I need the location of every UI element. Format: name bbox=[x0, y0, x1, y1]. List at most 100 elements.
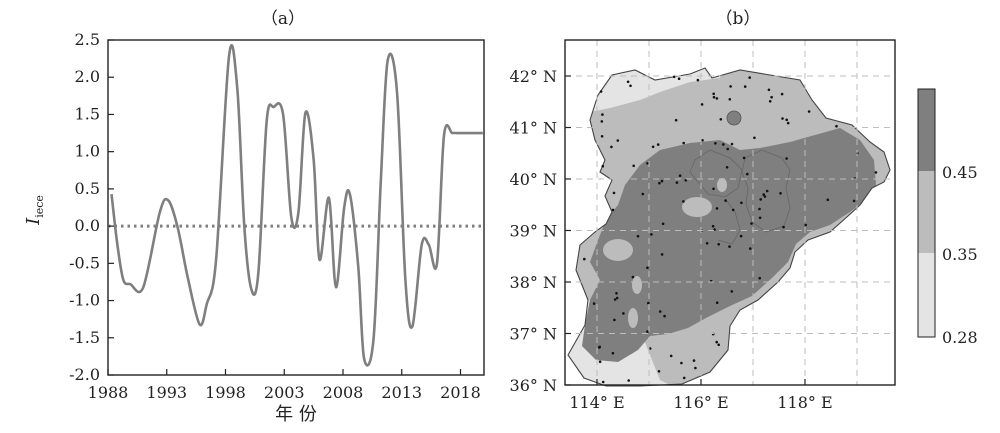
station-point bbox=[694, 366, 697, 370]
colorbar-segment-mid bbox=[918, 171, 935, 253]
station-point bbox=[669, 354, 673, 358]
x-tick-label: 2008 bbox=[323, 383, 364, 402]
station-point bbox=[758, 216, 762, 220]
station-point bbox=[715, 340, 718, 344]
x-tick-label: 1988 bbox=[88, 383, 129, 402]
station-point bbox=[583, 257, 586, 261]
panel-a-label: （a） bbox=[261, 9, 305, 29]
station-point bbox=[674, 118, 678, 122]
y-tick-label: 1.0 bbox=[75, 142, 100, 161]
y-tick-label: -2.0 bbox=[69, 365, 100, 384]
station-point bbox=[740, 201, 743, 205]
station-point bbox=[719, 118, 723, 121]
station-point bbox=[626, 80, 630, 84]
station-point bbox=[598, 360, 602, 364]
y-axis-title: Iiece bbox=[23, 195, 46, 226]
colorbar-tick-label: 0.45 bbox=[942, 163, 978, 182]
station-point bbox=[785, 157, 788, 160]
y-tick-label: 2.5 bbox=[75, 30, 100, 49]
y-tick-label: 0.5 bbox=[75, 179, 100, 198]
station-point bbox=[726, 147, 729, 151]
station-point bbox=[672, 75, 676, 79]
station-point bbox=[629, 84, 632, 88]
station-point bbox=[804, 223, 807, 227]
station-point bbox=[770, 95, 773, 99]
station-point bbox=[728, 98, 732, 101]
station-point bbox=[600, 120, 604, 123]
contour-patch bbox=[628, 308, 638, 328]
y-axis-title-sub: iece bbox=[33, 195, 46, 218]
station-point bbox=[592, 302, 596, 305]
station-point bbox=[765, 189, 769, 193]
station-point bbox=[631, 275, 635, 279]
station-point bbox=[714, 142, 717, 145]
contour-level-high bbox=[582, 128, 876, 362]
contour-patch bbox=[726, 110, 742, 126]
station-point bbox=[712, 187, 715, 191]
station-point bbox=[658, 181, 661, 185]
station-point bbox=[696, 78, 700, 82]
longitude-tick-label: 118° E bbox=[777, 393, 832, 412]
x-tick-label: 2013 bbox=[381, 383, 422, 402]
station-point bbox=[677, 77, 681, 80]
station-point bbox=[717, 343, 720, 347]
station-point bbox=[684, 179, 688, 182]
station-point bbox=[768, 100, 772, 103]
station-points bbox=[583, 75, 878, 384]
station-point bbox=[742, 156, 746, 160]
station-point bbox=[711, 224, 715, 228]
x-axis-title: 年 份 bbox=[275, 404, 317, 425]
station-point bbox=[660, 179, 664, 183]
y-tick-label: 1.5 bbox=[75, 104, 100, 123]
station-point bbox=[852, 199, 856, 203]
station-point bbox=[661, 222, 665, 226]
station-point bbox=[731, 208, 735, 212]
contour-patch bbox=[632, 276, 642, 294]
station-point bbox=[701, 139, 704, 142]
station-point bbox=[743, 85, 747, 88]
station-point bbox=[746, 172, 749, 176]
station-point bbox=[657, 370, 661, 373]
colorbar-segment-high bbox=[918, 89, 935, 171]
panel-a-frame bbox=[107, 39, 485, 376]
station-point bbox=[641, 192, 645, 196]
station-point bbox=[650, 233, 653, 236]
contour-patch bbox=[682, 197, 712, 217]
station-point bbox=[599, 90, 603, 93]
colorbar-segment-low bbox=[918, 253, 935, 337]
station-point bbox=[611, 351, 615, 355]
latitude-tick-label: 42° N bbox=[510, 67, 557, 86]
latitude-tick-label: 41° N bbox=[510, 119, 557, 138]
station-point bbox=[612, 191, 616, 195]
y-tick-label: -0.5 bbox=[69, 253, 100, 272]
station-point bbox=[660, 253, 664, 256]
latitude-tick-label: 36° N bbox=[510, 376, 557, 395]
station-point bbox=[729, 85, 732, 88]
colorbar: 0.45 0.35 0.28 bbox=[917, 88, 978, 347]
station-point bbox=[712, 95, 716, 99]
station-point bbox=[601, 113, 604, 116]
station-point bbox=[835, 124, 838, 128]
station-point bbox=[601, 380, 605, 384]
station-point bbox=[692, 359, 696, 362]
x-tick-label: 1993 bbox=[146, 383, 187, 402]
station-point bbox=[807, 110, 811, 113]
station-point bbox=[613, 318, 616, 322]
station-point bbox=[712, 92, 715, 96]
station-point bbox=[762, 193, 765, 196]
y-tick-label: -1.5 bbox=[69, 328, 100, 347]
station-point bbox=[728, 245, 731, 248]
station-point bbox=[705, 242, 709, 245]
station-point bbox=[646, 162, 649, 165]
panel-b: （b） bbox=[510, 9, 978, 412]
latitude-tick-label: 37° N bbox=[510, 325, 557, 344]
latitude-tick-label: 39° N bbox=[510, 222, 557, 241]
station-point bbox=[636, 234, 640, 238]
y-axis-title-main: I bbox=[23, 217, 44, 226]
station-point bbox=[739, 234, 743, 238]
station-point bbox=[715, 301, 719, 305]
latitude-tick-label: 38° N bbox=[510, 273, 557, 292]
x-tick-label: 2003 bbox=[264, 383, 305, 402]
station-point bbox=[651, 145, 655, 149]
station-point bbox=[758, 207, 761, 211]
